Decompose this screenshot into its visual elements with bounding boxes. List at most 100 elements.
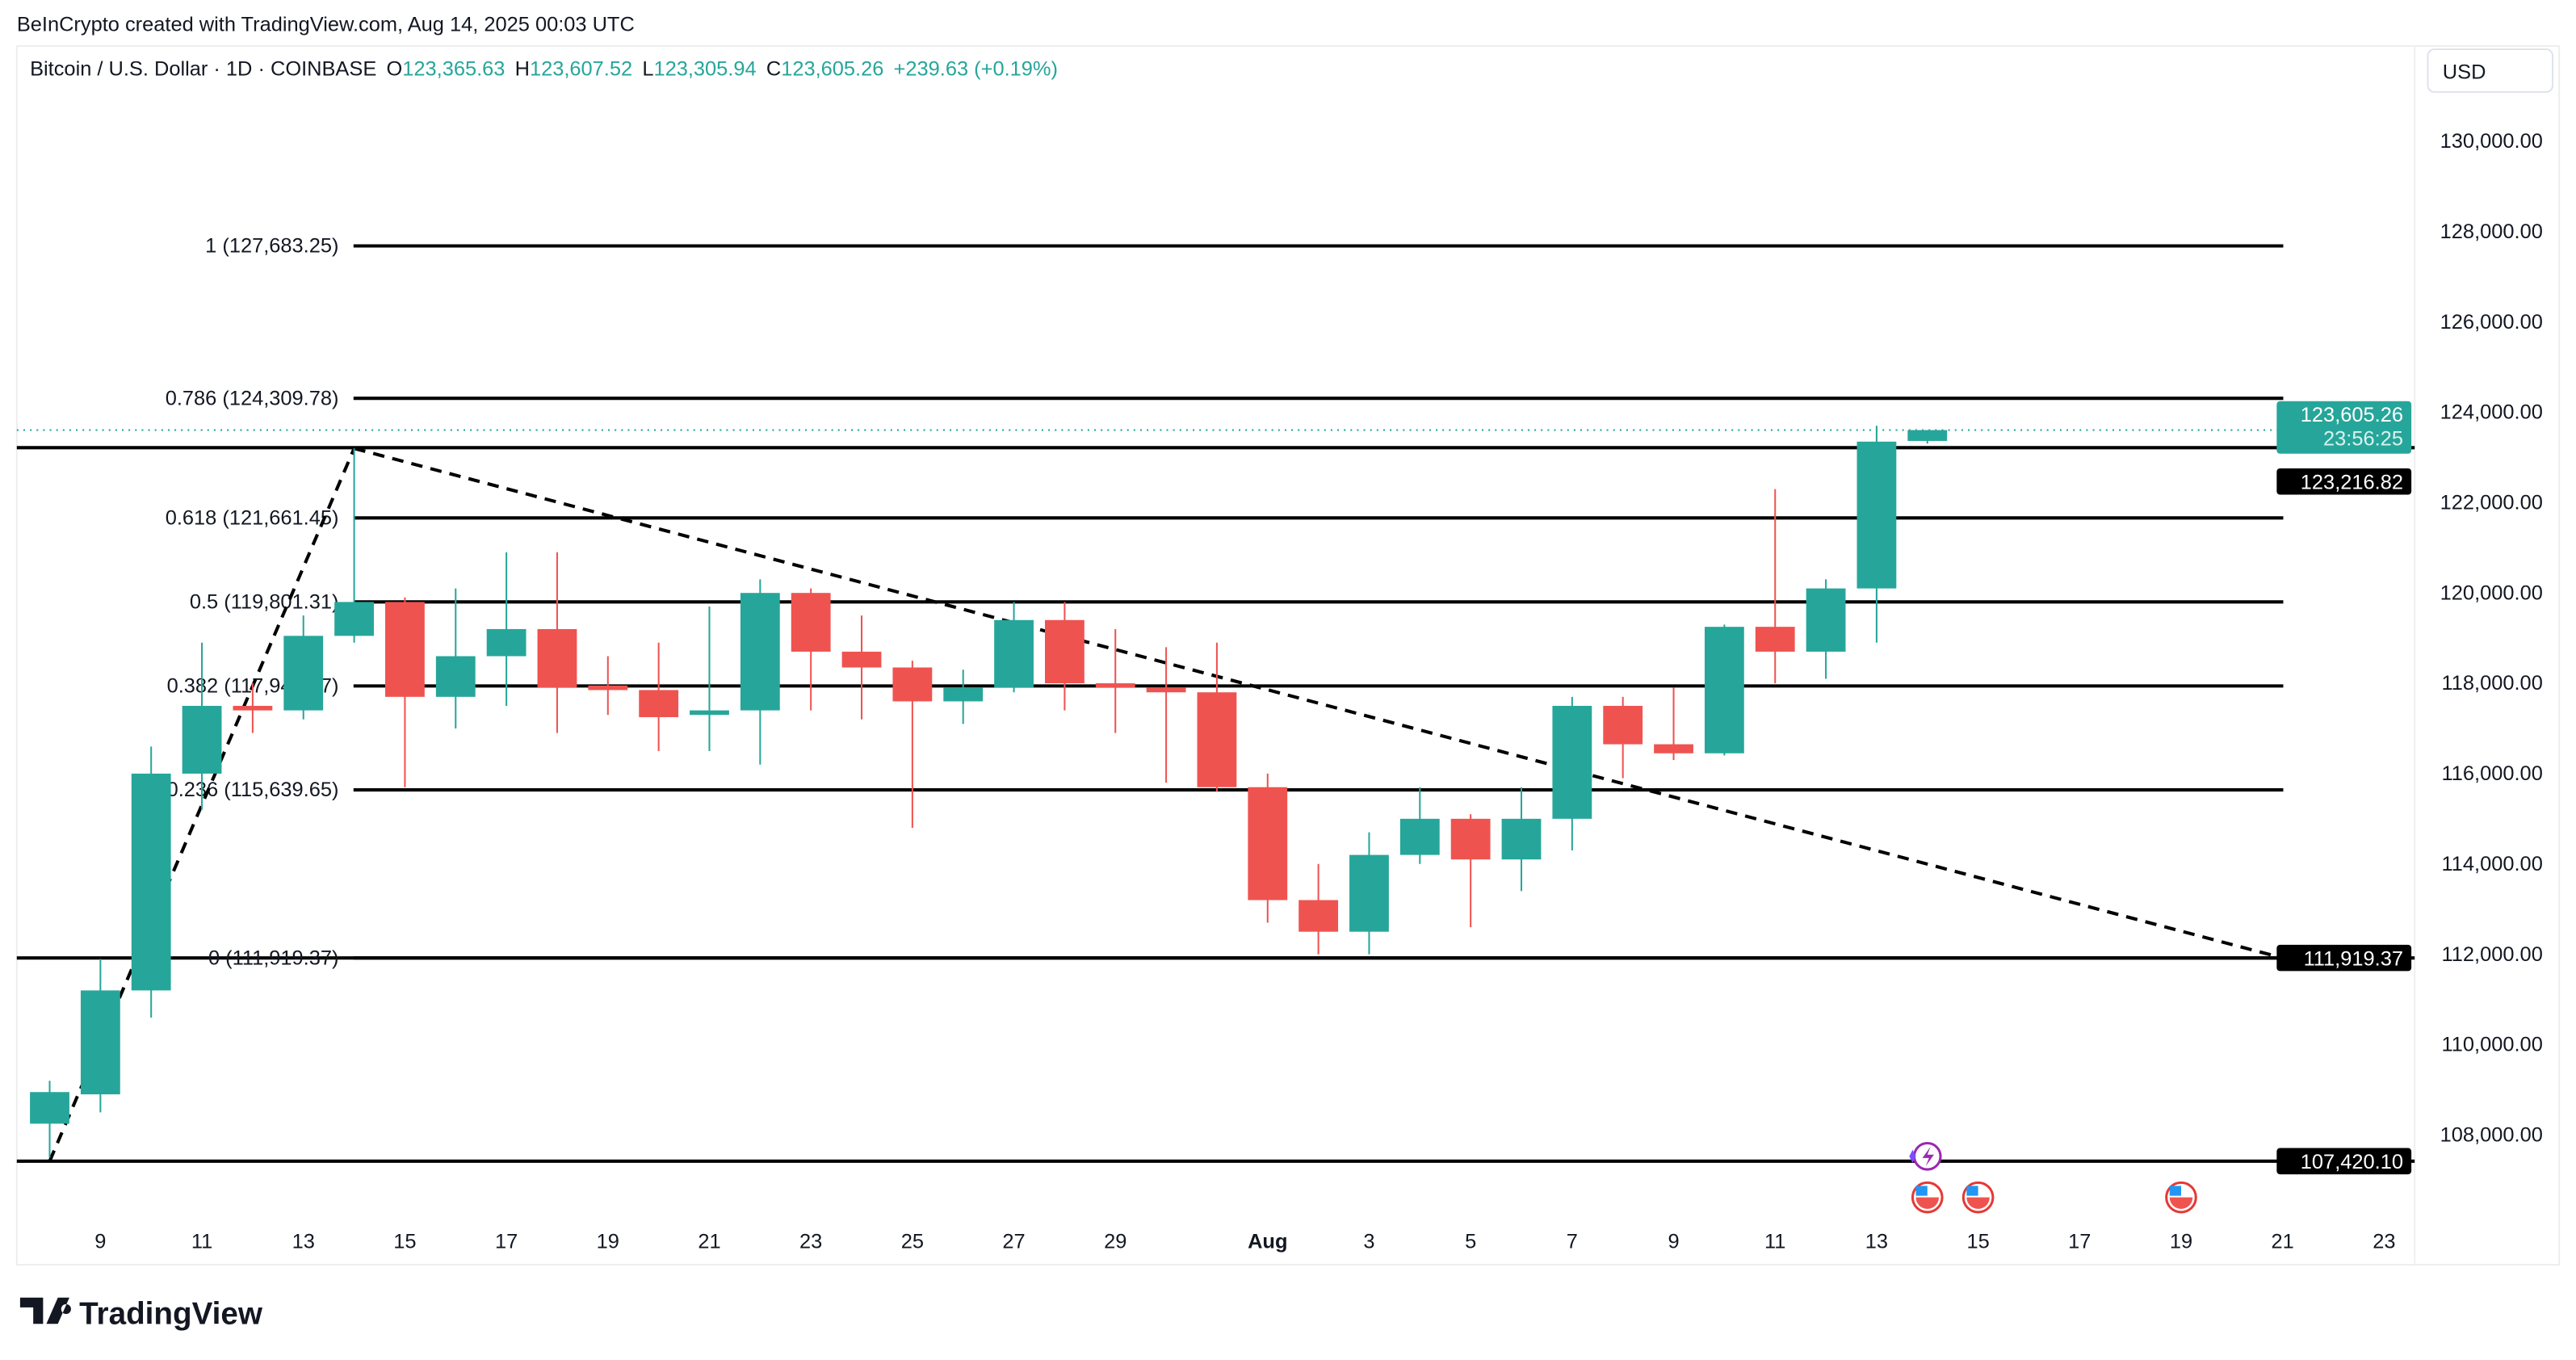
level-tag	[2276, 1148, 2412, 1175]
fib-level-label: 0.618 (121,661.45)	[166, 506, 339, 529]
lightning-bolt-icon	[1922, 1146, 1934, 1167]
candle-up	[1704, 627, 1744, 753]
time-tick-label: 21	[2272, 1231, 2294, 1253]
candle-up	[1399, 818, 1440, 855]
price-tick-label: 126,000.00	[2440, 311, 2543, 334]
svg-text:TradingView: TradingView	[79, 1296, 263, 1331]
countdown-text: 23:56:25	[2323, 428, 2403, 451]
level-tag-text: 107,420.10	[2301, 1151, 2403, 1173]
price-tick-label: 118,000.00	[2442, 672, 2543, 695]
flag-stripes	[1966, 1197, 1990, 1209]
low-value: 123,305.94	[653, 58, 756, 81]
price-tick-label: 120,000.00	[2440, 581, 2543, 604]
last-price-tag	[2276, 401, 2412, 454]
candle-down	[1248, 787, 1288, 900]
tradingview-logo: TradingView	[19, 1296, 263, 1331]
candle-down	[1146, 687, 1186, 693]
price-tick-label: 114,000.00	[2442, 853, 2543, 875]
fib-level-label: 0 (111,919.37)	[208, 947, 339, 969]
fib-level-label: 0.236 (115,639.65)	[167, 779, 339, 801]
candle-down	[1095, 683, 1135, 688]
candle-down	[841, 651, 882, 668]
fib-level-label: 0.5 (119,801.31)	[190, 590, 339, 613]
level-tag	[2276, 468, 2412, 495]
time-tick-label: 17	[2068, 1231, 2091, 1253]
time-tick-label: 11	[191, 1231, 212, 1253]
events[interactable]	[1909, 1142, 2197, 1214]
flag-canton	[1915, 1186, 1928, 1196]
chart-frame	[15, 44, 2561, 1266]
time-tick-label: 3	[1363, 1231, 1374, 1253]
high-value: 123,607.52	[530, 58, 632, 81]
candle-up	[131, 773, 171, 991]
price-tick-label: 110,000.00	[2442, 1034, 2543, 1056]
flag-canton	[2169, 1186, 2181, 1196]
candle-up	[1501, 818, 1542, 860]
time-tick-label: 21	[698, 1231, 720, 1253]
candle-down	[1298, 900, 1339, 932]
candle-up	[1806, 588, 1846, 652]
fib-retracement[interactable]: 1 (127,683.25) 0.786 (124,309.78) 0.618 (1…	[16, 235, 2415, 1163]
candle-down	[385, 602, 425, 697]
candle-down	[1603, 706, 1643, 745]
symbol-title: Bitcoin / U.S. Dollar · 1D · COINBASE	[30, 58, 376, 81]
time-tick-label: 15	[1966, 1231, 1989, 1253]
candle-down	[1755, 627, 1795, 652]
time-tick-label: 17	[495, 1231, 518, 1253]
candle-down	[1450, 818, 1491, 860]
flag-stripes	[1915, 1197, 1940, 1209]
trendlines[interactable]	[48, 447, 2284, 1162]
time-tick-label: 13	[1865, 1231, 1888, 1253]
currency-button[interactable]: USD	[2427, 48, 2554, 93]
time-tick-label: Aug	[1248, 1231, 1287, 1253]
price-tick-label: 124,000.00	[2440, 401, 2543, 424]
flag-stripes	[2169, 1197, 2193, 1209]
time-tick-label: 9	[94, 1231, 106, 1253]
last-price-tag-text: 123,605.26	[2301, 404, 2403, 426]
price-tick-label: 122,000.00	[2440, 491, 2543, 514]
price-axis[interactable]: 108,000.00 110,000.00 112,000.00 114,000.00…	[2440, 130, 2543, 1146]
dashed-trendline	[354, 447, 2284, 960]
candle-up	[943, 687, 984, 702]
time-axis[interactable]: 9 11 13 15 17 19 21 23 25 27 29 Aug 3 5 7 9 11 13 15 17 19 21…	[94, 1231, 2395, 1253]
candle-up	[690, 710, 729, 716]
candle-down	[639, 690, 679, 718]
candle-down	[791, 593, 831, 652]
candle-up	[1907, 430, 1948, 441]
svg-text:Bitcoin / U.S. Dollar · 1D · C: Bitcoin / U.S. Dollar · 1D · COINBASE O12…	[30, 58, 1058, 81]
candle-up	[30, 1092, 69, 1124]
time-tick-label: 29	[1104, 1231, 1126, 1253]
candle-up	[740, 593, 780, 711]
change-value: +239.63 (+0.19%)	[894, 58, 1058, 81]
candle-up	[1349, 854, 1389, 932]
time-tick-label: 5	[1465, 1231, 1476, 1253]
time-tick-label: 9	[1668, 1231, 1679, 1253]
flag-canton	[1966, 1186, 1978, 1196]
legend: Bitcoin / U.S. Dollar · 1D · COINBASE O12…	[30, 58, 1058, 81]
time-tick-label: 7	[1567, 1231, 1578, 1253]
time-tick-label: 19	[2170, 1231, 2192, 1253]
price-tick-label: 130,000.00	[2440, 130, 2543, 153]
candle-down	[537, 628, 577, 688]
price-tick-label: 116,000.00	[2442, 762, 2543, 785]
candle-down	[588, 685, 628, 690]
time-tick-label: 23	[2373, 1231, 2395, 1253]
candle-up	[334, 602, 374, 636]
candle-up	[80, 990, 120, 1095]
candle-up	[1856, 441, 1897, 589]
tradingview-logo-icon	[19, 1297, 71, 1324]
time-tick-label: 27	[1002, 1231, 1025, 1253]
price-tick-label: 108,000.00	[2440, 1124, 2543, 1147]
candle-up	[435, 656, 476, 697]
open-value: 123,365.63	[402, 58, 505, 81]
candle-down	[1654, 744, 1693, 753]
price-tick-label: 112,000.00	[2442, 943, 2543, 966]
candle-down	[233, 706, 273, 711]
time-tick-label: 13	[292, 1231, 315, 1253]
candle-up	[486, 628, 527, 657]
level-tag	[2276, 944, 2412, 972]
time-tick-label: 11	[1764, 1231, 1785, 1253]
candle-up	[994, 619, 1034, 688]
